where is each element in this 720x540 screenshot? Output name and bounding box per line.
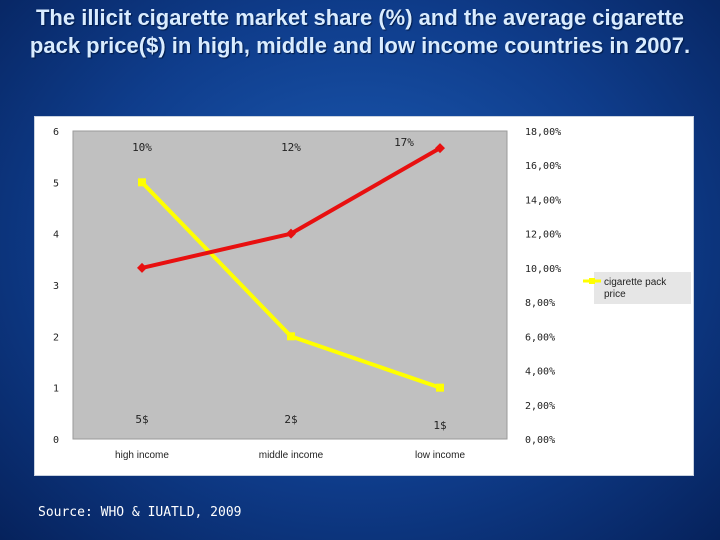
right-axis-tick-label: 10,00% [525, 264, 561, 275]
price-marker [436, 383, 444, 392]
data-label: 2$ [284, 413, 297, 426]
share-marker [435, 143, 445, 154]
price-marker [138, 178, 146, 187]
x-axis-category-label: high income [115, 450, 169, 461]
share-marker [137, 262, 147, 273]
source-note: Source: WHO & IUATLD, 2009 [38, 505, 242, 520]
left-axis-tick-label: 4 [53, 230, 59, 241]
left-axis-tick-label: 3 [53, 281, 59, 292]
right-axis-tick-label: 16,00% [525, 161, 561, 172]
plot-area [72, 130, 508, 440]
slide-title: The illicit cigarette market share (%) a… [29, 5, 691, 58]
left-axis-tick-label: 6 [53, 127, 59, 138]
right-axis-tick-label: 12,00% [525, 230, 561, 241]
chart-panel: 0 1 2 3 4 5 6 0,00% 2,00% 4,00% 6,00% 8,00% 10,00% 12… [34, 116, 694, 476]
right-axis-tick-label: 2,00% [525, 401, 555, 412]
data-label: 10% [132, 141, 152, 154]
legend-swatch-marker [589, 278, 595, 284]
data-label: 5$ [135, 413, 148, 426]
x-axis-category-label: middle income [259, 450, 324, 461]
left-axis-tick-label: 0 [53, 435, 59, 446]
data-label: 12% [281, 141, 301, 154]
right-axis-tick-label: 14,00% [525, 195, 561, 206]
right-axis-tick-label: 4,00% [525, 367, 555, 378]
legend-label-line2: price [604, 289, 626, 300]
price-marker [287, 332, 295, 341]
left-axis-tick-label: 5 [53, 178, 59, 189]
right-axis-tick-label: 6,00% [525, 332, 555, 343]
right-axis-tick-label: 18,00% [525, 127, 561, 138]
share-marker [286, 228, 296, 239]
x-axis-category-label: low income [415, 450, 465, 461]
legend-label-line1: cigarette pack [604, 277, 667, 288]
data-label: 1$ [433, 419, 446, 432]
data-label: 17% [394, 136, 414, 149]
left-axis-tick-label: 2 [53, 332, 59, 343]
legend-box [594, 272, 691, 304]
right-axis-tick-label: 0,00% [525, 435, 555, 446]
right-axis-tick-label: 8,00% [525, 298, 555, 309]
left-axis-tick-label: 1 [53, 384, 59, 395]
line-chart: 0 1 2 3 4 5 6 0,00% 2,00% 4,00% 6,00% 8,00% 10,00% 12… [53, 127, 691, 461]
